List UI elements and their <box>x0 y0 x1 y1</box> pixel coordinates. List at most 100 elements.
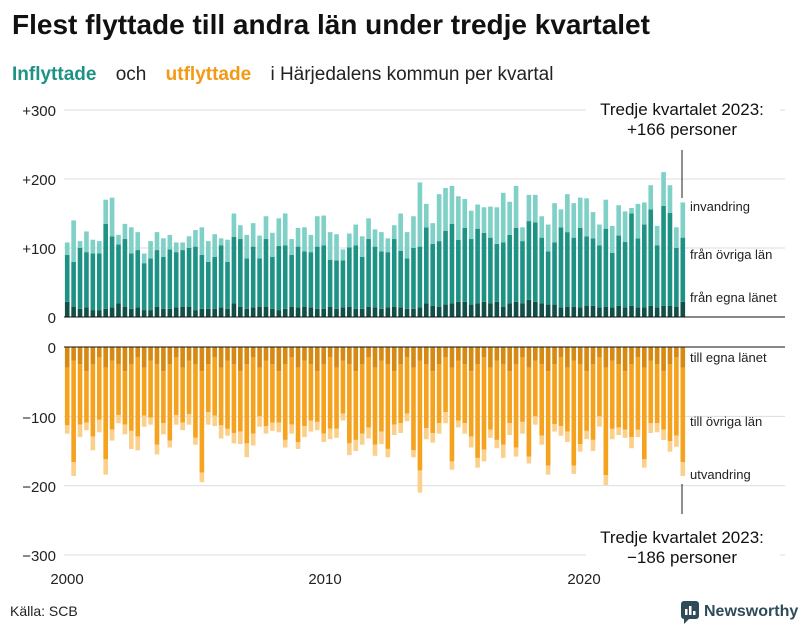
bar-in-2-21 <box>199 227 205 255</box>
bar-in-1-9 <box>122 239 128 307</box>
bar-in-2-61 <box>456 196 461 240</box>
bar-in-1-14 <box>154 250 160 307</box>
bar-in-1-22 <box>205 261 211 309</box>
bar-out-2-94 <box>667 441 673 452</box>
bar-out-1-84 <box>603 367 609 476</box>
bar-in-0-42 <box>334 308 339 317</box>
bar-in-2-77 <box>558 209 564 228</box>
bar-out-0-47 <box>366 347 371 358</box>
bar-in-2-80 <box>577 197 583 228</box>
bar-in-0-89 <box>635 307 641 317</box>
bar-in-1-64 <box>475 228 480 304</box>
bar-out-2-27 <box>238 431 243 445</box>
bar-in-2-88 <box>629 207 634 214</box>
bar-in-2-24 <box>218 238 224 246</box>
bar-in-1-70 <box>513 227 519 302</box>
bar-in-0-63 <box>468 304 474 317</box>
y-tick-top-300: +300 <box>22 103 56 120</box>
bar-out-1-14 <box>154 364 160 445</box>
bar-out-1-35 <box>289 357 294 425</box>
bar-in-0-77 <box>558 307 564 317</box>
bar-out-0-93 <box>661 347 666 372</box>
bar-in-2-65 <box>481 207 487 233</box>
bar-out-2-31 <box>263 426 269 434</box>
bar-in-2-62 <box>462 199 468 228</box>
bar-out-1-73 <box>533 360 538 417</box>
bar-in-1-38 <box>308 252 314 308</box>
bar-out-0-59 <box>443 347 448 358</box>
bar-out-2-29 <box>250 433 256 446</box>
bar-in-2-15 <box>161 238 166 257</box>
bar-out-2-89 <box>635 429 641 438</box>
bar-out-1-83 <box>597 357 602 417</box>
bar-out-1-45 <box>353 371 359 440</box>
bar-out-0-80 <box>577 347 583 365</box>
bar-out-0-50 <box>385 347 391 365</box>
bar-in-0-34 <box>282 308 288 317</box>
bar-out-0-26 <box>231 347 237 365</box>
bar-out-1-53 <box>404 357 410 414</box>
bar-in-2-5 <box>96 241 102 254</box>
bar-in-0-37 <box>302 306 307 317</box>
bar-in-1-68 <box>500 242 506 307</box>
bar-in-1-96 <box>680 237 686 302</box>
bar-in-1-63 <box>468 239 474 305</box>
bar-out-2-23 <box>212 415 217 427</box>
bar-in-2-91 <box>648 185 654 210</box>
bar-in-2-41 <box>327 232 333 260</box>
bar-in-2-12 <box>141 253 147 264</box>
bar-in-2-36 <box>295 227 301 247</box>
bar-out-1-24 <box>218 367 224 426</box>
bar-in-0-95 <box>674 306 679 317</box>
bar-out-1-21 <box>199 371 205 473</box>
bar-out-2-41 <box>327 428 333 440</box>
bar-in-0-91 <box>648 305 654 317</box>
bar-in-2-33 <box>276 218 282 246</box>
bar-in-2-60 <box>449 185 455 224</box>
bar-out-1-74 <box>539 364 545 436</box>
bar-out-0-65 <box>481 347 487 358</box>
bar-in-0-21 <box>199 308 205 317</box>
bar-in-2-22 <box>205 241 211 262</box>
bar-out-0-55 <box>417 347 423 361</box>
bar-out-2-20 <box>193 437 198 445</box>
bar-in-1-51 <box>391 239 397 307</box>
bar-in-1-59 <box>443 230 448 305</box>
bar-out-2-32 <box>270 422 275 431</box>
bar-out-0-20 <box>193 347 198 365</box>
bar-out-0-52 <box>398 347 403 365</box>
bar-in-0-46 <box>359 308 365 317</box>
bar-out-2-17 <box>173 414 179 425</box>
bar-in-0-44 <box>347 306 352 317</box>
bar-in-2-23 <box>212 234 217 257</box>
bar-out-1-87 <box>622 371 628 430</box>
bar-in-1-78 <box>565 232 570 307</box>
bar-in-1-53 <box>404 258 410 309</box>
bar-in-1-15 <box>161 256 166 309</box>
y-tick-top-0: 0 <box>48 310 56 327</box>
bar-out-0-43 <box>340 347 346 361</box>
bar-out-1-47 <box>366 357 371 428</box>
bar-out-0-72 <box>526 347 532 368</box>
bar-in-0-86 <box>616 305 621 317</box>
bar-in-2-71 <box>520 227 525 242</box>
bar-in-0-4 <box>90 310 96 317</box>
bar-in-0-83 <box>597 307 602 317</box>
bar-in-0-0 <box>64 301 70 317</box>
bar-out-1-60 <box>449 367 455 462</box>
bar-out-2-53 <box>404 413 410 422</box>
bar-in-1-61 <box>456 239 461 302</box>
bar-in-1-2 <box>77 248 83 309</box>
bar-out-1-10 <box>129 364 134 431</box>
bar-in-0-55 <box>417 307 423 317</box>
bar-out-2-40 <box>321 433 327 442</box>
bar-out-1-39 <box>314 371 320 422</box>
bar-out-1-2 <box>77 364 83 425</box>
bar-out-1-15 <box>161 371 166 424</box>
bar-in-1-76 <box>552 242 557 305</box>
bar-out-0-5 <box>96 347 102 358</box>
bar-out-1-69 <box>507 371 512 424</box>
bar-in-0-29 <box>250 307 256 317</box>
bar-in-1-39 <box>314 246 320 309</box>
